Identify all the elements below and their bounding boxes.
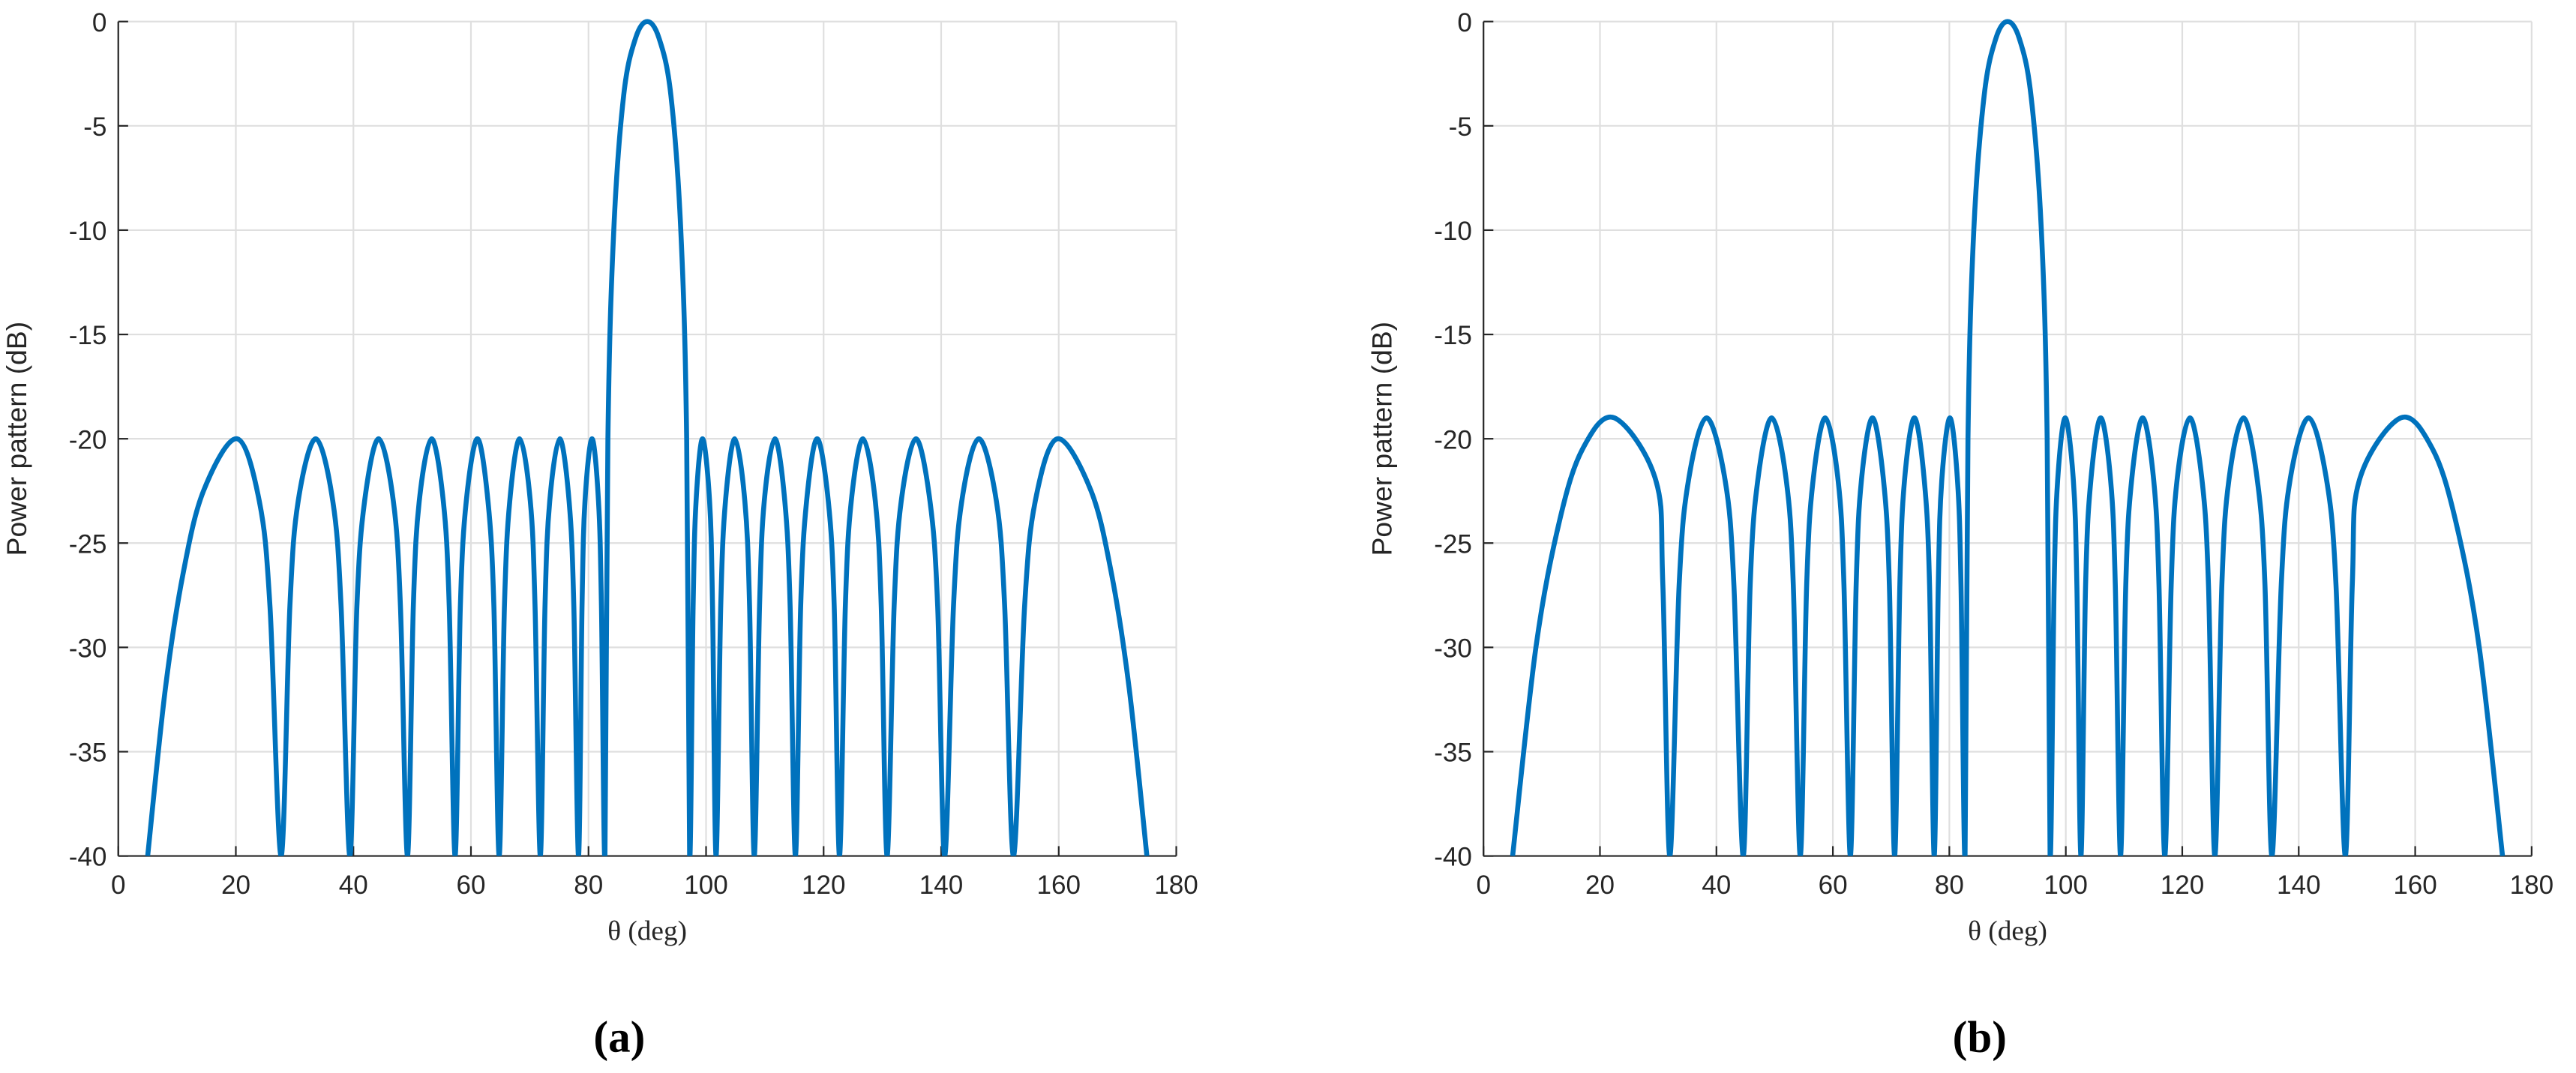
x-tick-label: 180	[2510, 871, 2554, 900]
x-tick-label: 40	[1702, 871, 1731, 900]
y-tick-label: -35	[1434, 739, 1472, 768]
x-tick-label: 160	[2393, 871, 2437, 900]
y-tick-label: -30	[69, 634, 107, 664]
y-tick-label: -5	[83, 112, 106, 142]
x-axis-label: θ (deg)	[1968, 916, 2047, 946]
x-tick-label: 140	[2277, 871, 2320, 900]
x-tick-label: 180	[1154, 871, 1198, 900]
y-tick-label: -5	[1449, 112, 1472, 142]
y-axis-label: Power pattern (dB)	[1366, 322, 1398, 556]
y-tick-label: -20	[69, 425, 107, 454]
data-line	[145, 19, 1150, 856]
x-tick-label: 60	[457, 871, 486, 900]
x-tick-label: 160	[1037, 871, 1081, 900]
y-tick-label: -10	[69, 217, 107, 246]
subplot: 0 20 40 60 80 100 120 140 160 180 0 -5 -10 -15 -20 -25 -…	[1366, 8, 2554, 1061]
x-axis-label: θ (deg)	[607, 916, 687, 946]
data-line	[1510, 19, 2506, 856]
x-tick-label: 80	[1935, 871, 1964, 900]
y-tick-label: -15	[69, 321, 107, 350]
x-tick-label: 140	[919, 871, 963, 900]
x-tick-label: 120	[2161, 871, 2204, 900]
x-tick-label: 20	[221, 871, 250, 900]
x-tick-label: 80	[574, 871, 603, 900]
y-tick-label: -35	[69, 739, 107, 768]
x-tick-label: 20	[1585, 871, 1615, 900]
x-tick-label: 60	[1819, 871, 1848, 900]
y-tick-label: -25	[69, 529, 107, 559]
x-tick-label: 0	[1476, 871, 1491, 900]
y-tick-label: 0	[92, 8, 107, 37]
y-axis-label: Power pattern (dB)	[1, 322, 32, 556]
x-tick-label: 40	[339, 871, 368, 900]
y-tick-label: -40	[69, 843, 107, 872]
x-tick-label: 0	[111, 871, 125, 900]
x-tick-label: 120	[802, 871, 845, 900]
x-tick-label: 100	[684, 871, 727, 900]
caption: (a)	[593, 1012, 645, 1061]
y-tick-label: -40	[1434, 843, 1472, 872]
y-tick-label: -15	[1434, 321, 1472, 350]
y-tick-label: -25	[1434, 529, 1472, 559]
caption: (b)	[1953, 1012, 2007, 1061]
y-tick-label: -30	[1434, 634, 1472, 664]
x-tick-label: 100	[2044, 871, 2087, 900]
y-tick-label: 0	[1457, 8, 1472, 37]
y-tick-label: -10	[1434, 217, 1472, 246]
y-tick-label: -20	[1434, 425, 1472, 454]
subplot: 0 20 40 60 80 100 120 140 160 180 0 -5 -10 -15 -20 -25 -…	[1, 8, 1198, 1061]
